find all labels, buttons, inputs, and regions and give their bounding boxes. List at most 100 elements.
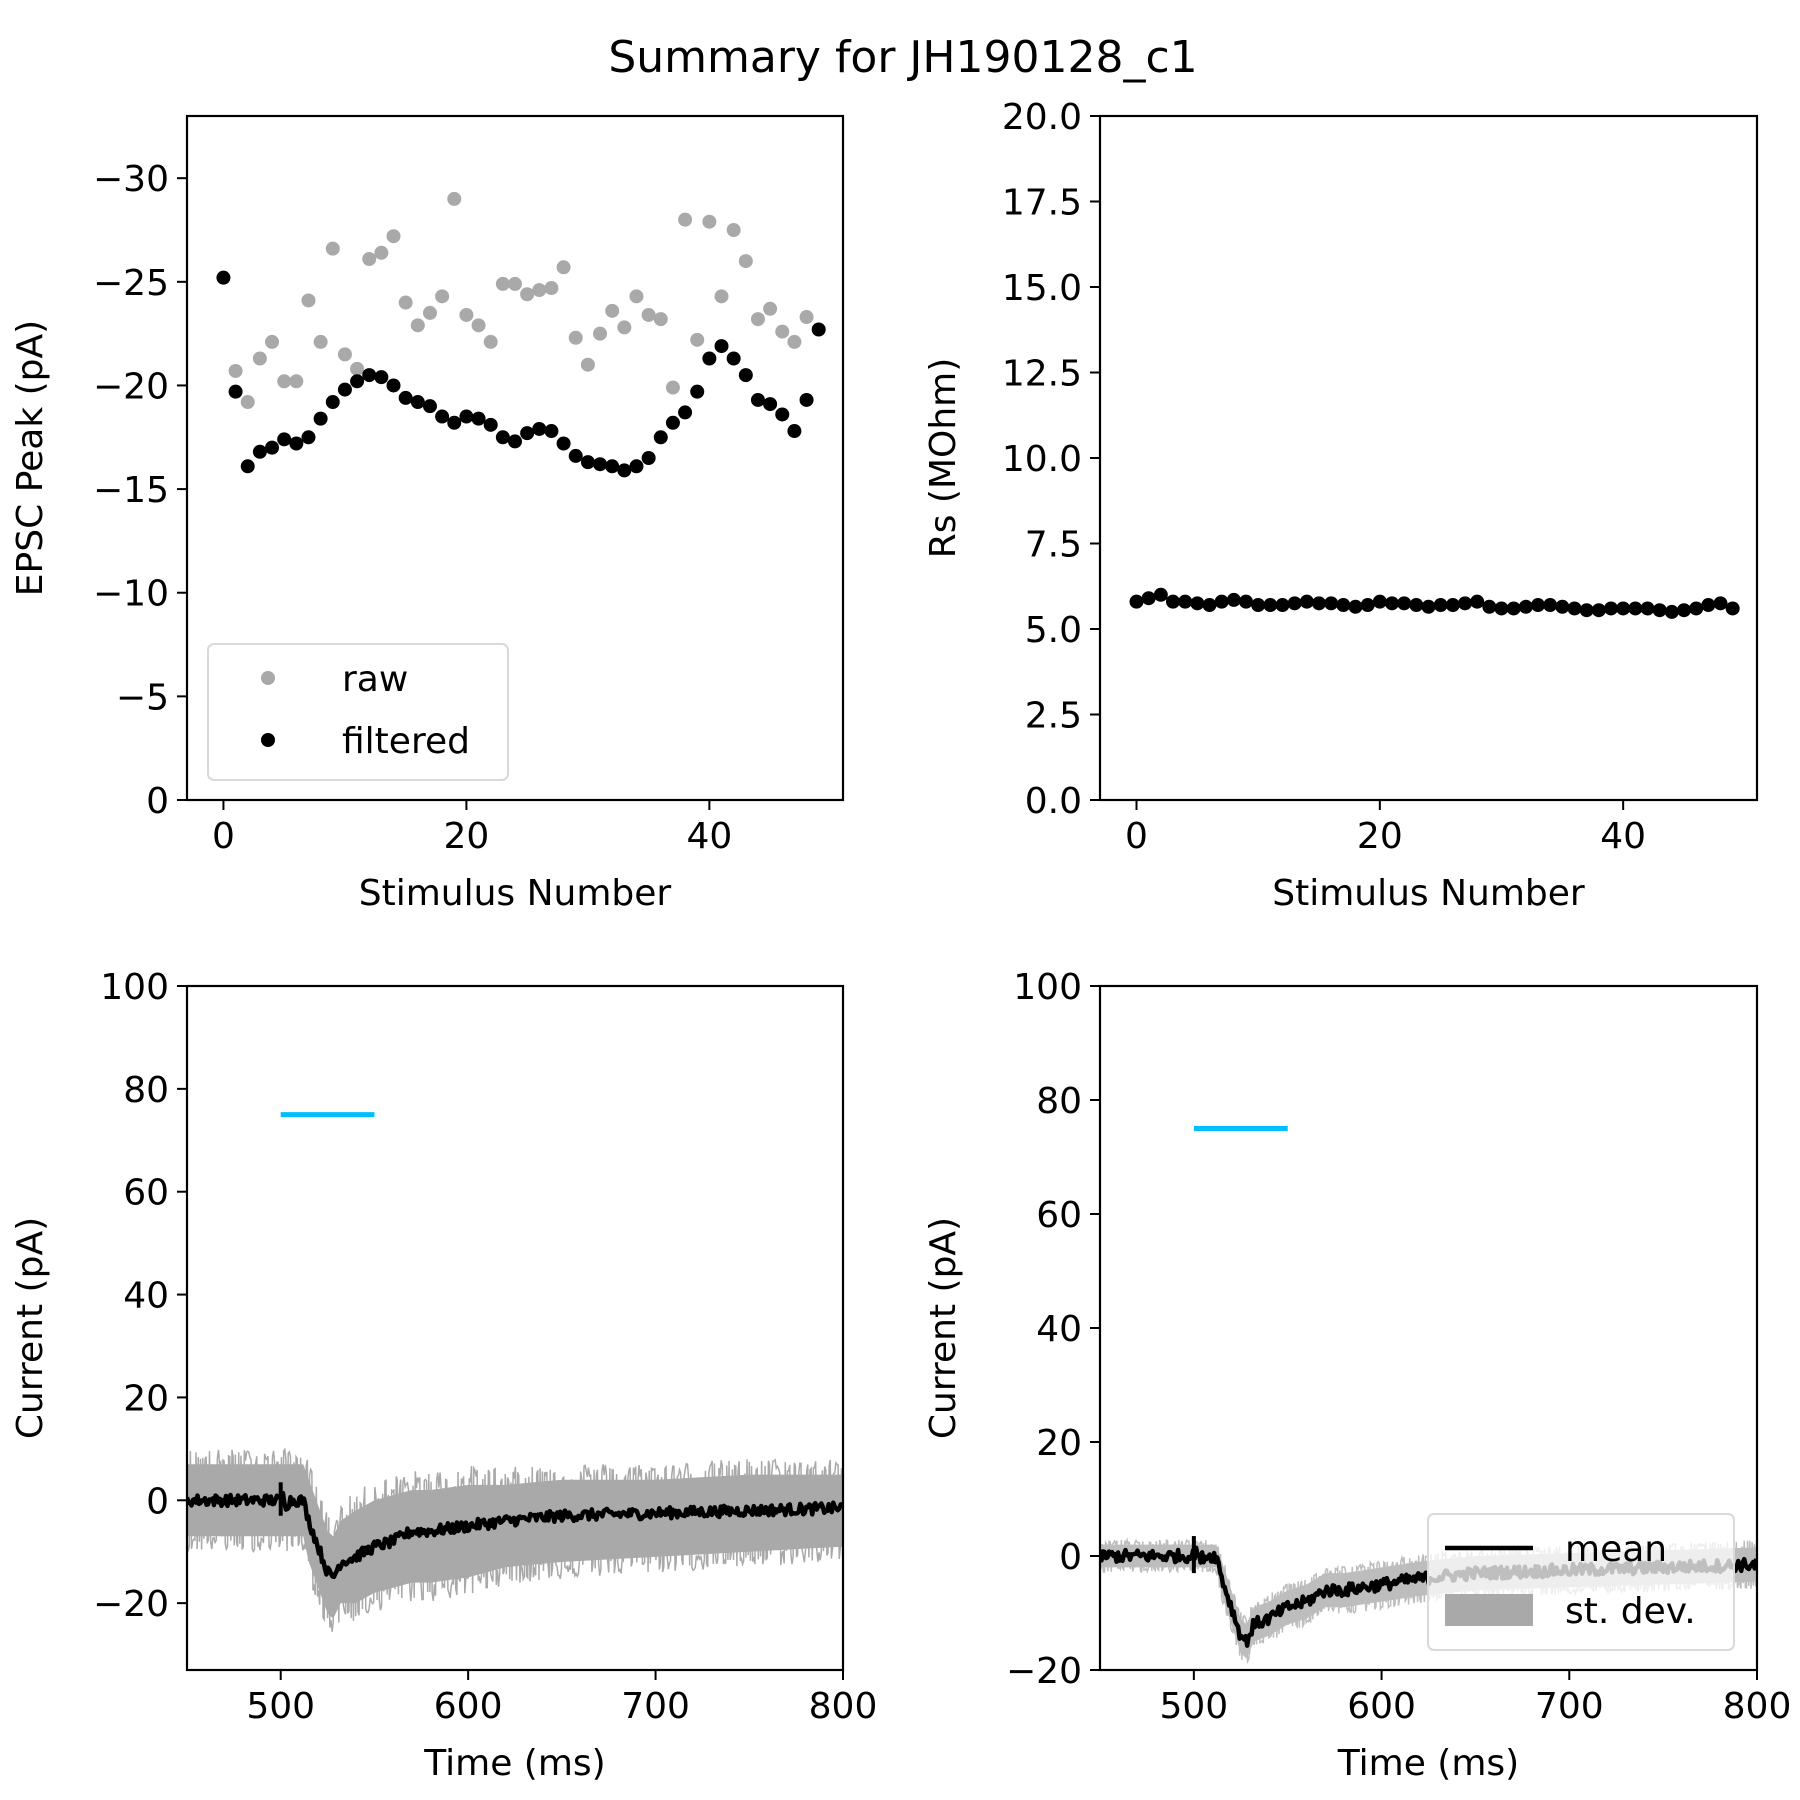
legend-marker-filtered — [261, 733, 275, 747]
raw-point — [435, 289, 450, 304]
raw-point — [738, 254, 753, 269]
y-tick-label: −10 — [93, 574, 169, 615]
raw-point — [301, 293, 316, 308]
raw-point — [568, 330, 583, 345]
y-tick-label: 0 — [146, 781, 169, 822]
raw-point — [422, 305, 437, 320]
y-axis-label: Current (pA) — [10, 1217, 51, 1439]
raw-point — [593, 326, 608, 341]
filtered-point — [265, 440, 280, 455]
series-filtered — [216, 270, 826, 478]
filtered-point — [811, 322, 826, 337]
raw-point — [265, 334, 280, 349]
legend-frame — [207, 643, 509, 781]
rs-point — [1190, 596, 1205, 611]
legend-marker-raw — [261, 671, 275, 685]
filtered-point — [216, 270, 231, 285]
rs-point — [1543, 598, 1558, 613]
raw-point — [763, 301, 778, 316]
filtered-point — [325, 395, 340, 410]
y-tick-label: 17.5 — [1002, 183, 1082, 224]
filtered-point — [799, 392, 814, 407]
x-tick-label: 600 — [434, 1686, 503, 1727]
x-tick-label: 500 — [246, 1686, 315, 1727]
filtered-point — [240, 459, 255, 474]
raw-point — [653, 312, 668, 327]
x-axis-label: Stimulus Number — [1272, 873, 1585, 914]
rs-point — [1153, 587, 1168, 602]
filtered-point — [750, 392, 765, 407]
y-tick-label: −25 — [93, 263, 169, 304]
y-tick-label: 0 — [1059, 1537, 1082, 1578]
plot-area — [216, 191, 826, 478]
raw-point — [544, 281, 559, 296]
raw-point — [726, 223, 741, 237]
filtered-point — [350, 374, 365, 389]
raw-point — [495, 276, 510, 291]
rs-point — [1166, 594, 1180, 609]
filtered-point — [629, 459, 644, 474]
raw-point — [520, 287, 535, 302]
x-tick-label: 800 — [1723, 1686, 1792, 1727]
filtered-point — [422, 399, 437, 414]
filtered-point — [277, 432, 292, 447]
filtered-point — [495, 430, 510, 445]
rs-point — [1628, 601, 1643, 616]
current-trace-chart-right: 500 600 700 800 −20 0 20 40 60 80 100 Time (ms) Curr… — [923, 967, 1791, 1784]
rs-point — [1287, 596, 1302, 611]
filtered-point — [520, 426, 535, 441]
rs-point — [1470, 594, 1485, 609]
y-tick-label: 100 — [100, 967, 169, 1008]
x-tick-label: 0 — [1125, 816, 1148, 857]
rs-point — [1348, 599, 1363, 614]
filtered-point — [593, 457, 608, 472]
rs-point — [1239, 594, 1253, 609]
rs-point — [1336, 598, 1351, 613]
y-tick-label: 80 — [1036, 1081, 1082, 1122]
y-tick-label: −20 — [93, 1584, 169, 1625]
rs-point — [1141, 591, 1156, 606]
filtered-point — [641, 451, 656, 465]
filtered-point — [374, 370, 389, 385]
y-tick-label: 60 — [123, 1173, 169, 1214]
filtered-point — [690, 384, 705, 399]
filtered-point — [447, 415, 462, 430]
filtered-point — [252, 444, 267, 459]
plot-area — [187, 1112, 843, 1632]
y-tick-label: 100 — [1013, 967, 1082, 1008]
axes-frame — [185, 984, 845, 1672]
rs-point — [1263, 598, 1278, 613]
filtered-point — [362, 368, 377, 383]
x-tick-label: 600 — [1347, 1686, 1416, 1727]
y-tick-label: 12.5 — [1002, 354, 1082, 395]
y-axis-label: Current (pA) — [923, 1217, 964, 1439]
raw-point — [252, 351, 267, 366]
filtered-point — [702, 351, 717, 366]
epsc-peak-chart: 0 20 40 0 −5 −10 −15 −20 −25 −30 Stimulus Number EP… — [10, 114, 845, 914]
y-axis-label: EPSC Peak (pA) — [10, 320, 51, 596]
raw-point — [459, 307, 474, 322]
filtered-point — [313, 411, 328, 426]
rs-point — [1604, 601, 1618, 616]
rs-point — [1299, 594, 1314, 609]
raw-point — [714, 289, 729, 304]
raw-point — [289, 374, 304, 389]
x-tick-label: 700 — [1535, 1686, 1604, 1727]
rs-point — [1214, 594, 1229, 609]
raw-point — [605, 303, 620, 318]
legend-label-raw: raw — [342, 659, 408, 700]
y-tick-label: 20.0 — [1002, 97, 1082, 138]
filtered-point — [665, 415, 680, 430]
rs-point — [1579, 603, 1594, 618]
raw-point — [471, 318, 486, 333]
filtered-point — [301, 430, 316, 445]
filtered-point — [738, 368, 753, 383]
raw-point — [508, 276, 522, 291]
x-axis-label: Time (ms) — [1337, 1743, 1519, 1784]
legend-label-filtered: filtered — [342, 721, 470, 762]
raw-point — [350, 361, 365, 376]
raw-point — [617, 320, 632, 335]
legend: mean st. dev. — [1427, 1513, 1735, 1651]
y-tick-label: 7.5 — [1025, 525, 1082, 566]
